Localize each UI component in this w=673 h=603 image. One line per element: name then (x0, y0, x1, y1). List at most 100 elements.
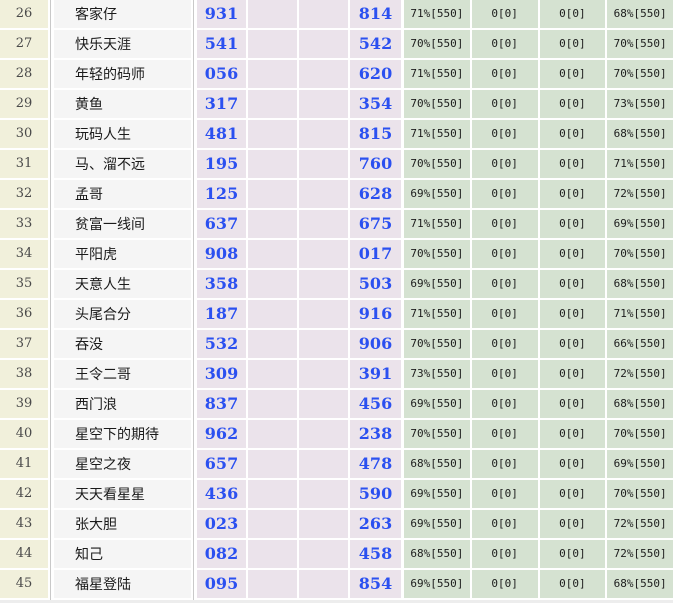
row-number-cell: 32 (0, 180, 48, 210)
stat-count-cell: 0[0] (471, 420, 540, 448)
stat-row: 69%[550] 0[0] 0[0] 68%[550] (404, 390, 673, 420)
stat-count-cell: 0[0] (471, 330, 540, 358)
pick-row: 908 017 (197, 240, 401, 270)
stat-row: 70%[550] 0[0] 0[0] 73%[550] (404, 90, 673, 120)
stat-row: 69%[550] 0[0] 0[0] 68%[550] (404, 570, 673, 600)
stat-count-cell: 0[0] (471, 540, 540, 568)
pick-row: 637 675 (197, 210, 401, 240)
empty-cell (299, 210, 350, 238)
empty-cell (299, 570, 350, 598)
stat-row: 71%[550] 0[0] 0[0] 69%[550] (404, 210, 673, 240)
stat-percent-cell: 72%[550] (607, 540, 673, 568)
pick-number-cell: 023 (197, 510, 248, 538)
stat-count-cell: 0[0] (539, 120, 608, 148)
stat-percent-cell: 70%[550] (404, 90, 472, 118)
stat-percent-cell: 72%[550] (607, 180, 673, 208)
pick-number-cell: 542 (350, 30, 401, 58)
player-name-cell: 贫富一线间 (54, 210, 191, 240)
empty-cell (299, 390, 350, 418)
empty-cell (248, 180, 299, 208)
stat-percent-cell: 71%[550] (607, 150, 673, 178)
stat-count-cell: 0[0] (471, 60, 540, 88)
pick-number-cell: 675 (350, 210, 401, 238)
player-name-cell: 星空下的期待 (54, 420, 191, 450)
stat-percent-cell: 70%[550] (404, 330, 472, 358)
stat-row: 70%[550] 0[0] 0[0] 70%[550] (404, 30, 673, 60)
stat-count-cell: 0[0] (471, 480, 540, 508)
player-name-cell: 张大胆 (54, 510, 191, 540)
stat-count-cell: 0[0] (471, 0, 540, 28)
player-name-cell: 客家仔 (54, 0, 191, 30)
pick-number-cell: 815 (350, 120, 401, 148)
empty-cell (299, 150, 350, 178)
pick-row: 125 628 (197, 180, 401, 210)
column-separator (401, 0, 404, 600)
pick-number-cell: 931 (197, 0, 248, 28)
stat-percent-cell: 70%[550] (607, 480, 673, 508)
stat-percent-cell: 69%[550] (607, 210, 673, 238)
empty-cell (248, 330, 299, 358)
player-name-cell: 王令二哥 (54, 360, 191, 390)
empty-cell (248, 90, 299, 118)
pick-number-cell: 814 (350, 0, 401, 28)
pick-number-cell: 503 (350, 270, 401, 298)
stat-count-cell: 0[0] (471, 270, 540, 298)
stat-percent-cell: 69%[550] (607, 450, 673, 478)
stat-row: 69%[550] 0[0] 0[0] 68%[550] (404, 270, 673, 300)
stats-section: 71%[550] 0[0] 0[0] 68%[550] 70%[550] 0[0… (404, 0, 673, 600)
player-name-cell: 星空之夜 (54, 450, 191, 480)
stat-count-cell: 0[0] (471, 120, 540, 148)
row-number-cell: 42 (0, 480, 48, 510)
stat-count-cell: 0[0] (539, 150, 608, 178)
pick-number-cell: 908 (197, 240, 248, 268)
stat-count-cell: 0[0] (539, 90, 608, 118)
row-number-cell: 37 (0, 330, 48, 360)
stat-row: 68%[550] 0[0] 0[0] 72%[550] (404, 540, 673, 570)
empty-cell (248, 30, 299, 58)
empty-cell (299, 90, 350, 118)
pick-row: 962 238 (197, 420, 401, 450)
stat-percent-cell: 69%[550] (404, 480, 472, 508)
stat-percent-cell: 68%[550] (607, 120, 673, 148)
stat-count-cell: 0[0] (539, 570, 608, 598)
row-number-cell: 38 (0, 360, 48, 390)
stat-percent-cell: 68%[550] (607, 390, 673, 418)
empty-cell (299, 450, 350, 478)
stat-row: 73%[550] 0[0] 0[0] 72%[550] (404, 360, 673, 390)
row-number-cell: 40 (0, 420, 48, 450)
stat-count-cell: 0[0] (539, 330, 608, 358)
pick-number-cell: 760 (350, 150, 401, 178)
pick-number-cell: 095 (197, 570, 248, 598)
player-name-cell: 天意人生 (54, 270, 191, 300)
empty-cell (299, 240, 350, 268)
row-number-cell: 28 (0, 60, 48, 90)
stat-percent-cell: 68%[550] (607, 270, 673, 298)
stat-count-cell: 0[0] (539, 510, 608, 538)
pick-row: 095 854 (197, 570, 401, 600)
stat-row: 71%[550] 0[0] 0[0] 70%[550] (404, 60, 673, 90)
pick-number-cell: 309 (197, 360, 248, 388)
stat-count-cell: 0[0] (471, 30, 540, 58)
pick-number-cell: 125 (197, 180, 248, 208)
stat-percent-cell: 69%[550] (404, 270, 472, 298)
pick-number-cell: 916 (350, 300, 401, 328)
stat-count-cell: 0[0] (539, 540, 608, 568)
stat-percent-cell: 71%[550] (404, 210, 472, 238)
player-name-cell: 年轻的码师 (54, 60, 191, 90)
stat-count-cell: 0[0] (539, 360, 608, 388)
empty-cell (248, 240, 299, 268)
player-name-cell: 马、溜不远 (54, 150, 191, 180)
pick-number-cell: 478 (350, 450, 401, 478)
stat-count-cell: 0[0] (539, 480, 608, 508)
pick-number-cell: 637 (197, 210, 248, 238)
stat-percent-cell: 69%[550] (404, 180, 472, 208)
empty-cell (299, 0, 350, 28)
stat-percent-cell: 73%[550] (404, 360, 472, 388)
empty-cell (248, 0, 299, 28)
stat-row: 70%[550] 0[0] 0[0] 70%[550] (404, 240, 673, 270)
stat-count-cell: 0[0] (471, 360, 540, 388)
row-number-cell: 29 (0, 90, 48, 120)
stat-row: 68%[550] 0[0] 0[0] 69%[550] (404, 450, 673, 480)
empty-cell (299, 330, 350, 358)
